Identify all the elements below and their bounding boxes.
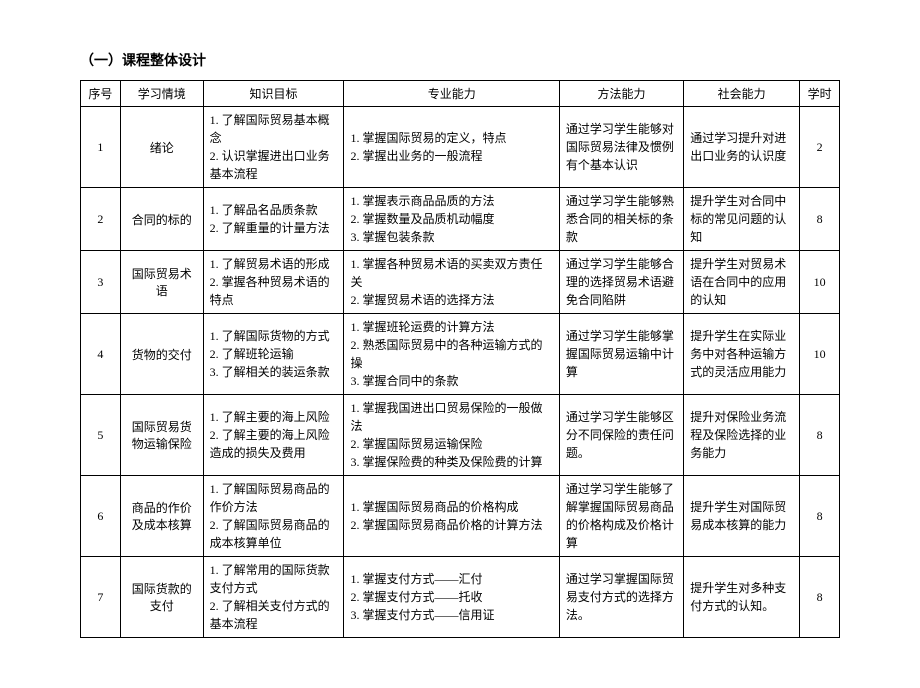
table-row: 5国际贸易货物运输保险1. 了解主要的海上风险2. 了解主要的海上风险造成的损失… (81, 395, 840, 476)
cell-hours: 10 (800, 314, 840, 395)
table-row: 7国际货款的支付1. 了解常用的国际货款支付方式2. 了解相关支付方式的基本流程… (81, 557, 840, 638)
cell-seq: 6 (81, 476, 121, 557)
table-row: 4货物的交付1. 了解国际货物的方式2. 了解班轮运输3. 了解相关的装运条款1… (81, 314, 840, 395)
header-seq: 序号 (81, 81, 121, 107)
cell-method: 通过学习学生能够合理的选择贸易术语避免合同陷阱 (559, 251, 683, 314)
cell-hours: 8 (800, 557, 840, 638)
cell-professional: 1. 掌握表示商品品质的方法2. 掌握数量及品质机动幅度3. 掌握包装条款 (344, 188, 559, 251)
section-title: （一）课程整体设计 (80, 50, 840, 70)
cell-social: 提升学生对国际贸易成本核算的能力 (684, 476, 800, 557)
cell-social: 提升对保险业务流程及保险选择的业务能力 (684, 395, 800, 476)
cell-seq: 3 (81, 251, 121, 314)
cell-hours: 2 (800, 107, 840, 188)
cell-hours: 8 (800, 188, 840, 251)
cell-method: 通过学习学生能够熟悉合同的相关标的条款 (559, 188, 683, 251)
cell-seq: 4 (81, 314, 121, 395)
cell-hours: 8 (800, 395, 840, 476)
cell-seq: 5 (81, 395, 121, 476)
cell-method: 通过学习学生能够对国际贸易法律及惯例有个基本认识 (559, 107, 683, 188)
cell-knowledge: 1. 了解国际贸易基本概念2. 认识掌握进出口业务基本流程 (203, 107, 344, 188)
cell-context: 货物的交付 (120, 314, 203, 395)
cell-social: 提升学生对贸易术语在合同中的应用的认知 (684, 251, 800, 314)
cell-knowledge: 1. 了解贸易术语的形成2. 掌握各种贸易术语的特点 (203, 251, 344, 314)
header-social: 社会能力 (684, 81, 800, 107)
course-design-table: 序号 学习情境 知识目标 专业能力 方法能力 社会能力 学时 1绪论1. 了解国… (80, 80, 840, 638)
cell-seq: 7 (81, 557, 121, 638)
cell-professional: 1. 掌握国际贸易的定义，特点2. 掌握出业务的一般流程 (344, 107, 559, 188)
cell-context: 商品的作价及成本核算 (120, 476, 203, 557)
header-method: 方法能力 (559, 81, 683, 107)
table-row: 6商品的作价及成本核算1. 了解国际贸易商品的作价方法2. 了解国际贸易商品的成… (81, 476, 840, 557)
cell-context: 绪论 (120, 107, 203, 188)
header-hours: 学时 (800, 81, 840, 107)
cell-social: 提升学生对多种支付方式的认知。 (684, 557, 800, 638)
cell-seq: 1 (81, 107, 121, 188)
cell-method: 通过学习掌握国际贸易支付方式的选择方法。 (559, 557, 683, 638)
cell-knowledge: 1. 了解品名品质条款2. 了解重量的计量方法 (203, 188, 344, 251)
cell-hours: 8 (800, 476, 840, 557)
cell-professional: 1. 掌握支付方式——汇付2. 掌握支付方式——托收3. 掌握支付方式——信用证 (344, 557, 559, 638)
cell-social: 提升学生在实际业务中对各种运输方式的灵活应用能力 (684, 314, 800, 395)
cell-hours: 10 (800, 251, 840, 314)
table-row: 3国际贸易术语1. 了解贸易术语的形成2. 掌握各种贸易术语的特点1. 掌握各种… (81, 251, 840, 314)
cell-method: 通过学习学生能够区分不同保险的责任问题。 (559, 395, 683, 476)
cell-knowledge: 1. 了解国际贸易商品的作价方法2. 了解国际贸易商品的成本核算单位 (203, 476, 344, 557)
cell-context: 国际货款的支付 (120, 557, 203, 638)
cell-social: 提升学生对合同中标的常见问题的认知 (684, 188, 800, 251)
cell-seq: 2 (81, 188, 121, 251)
cell-knowledge: 1. 了解常用的国际货款支付方式2. 了解相关支付方式的基本流程 (203, 557, 344, 638)
table-header-row: 序号 学习情境 知识目标 专业能力 方法能力 社会能力 学时 (81, 81, 840, 107)
table-row: 1绪论1. 了解国际贸易基本概念2. 认识掌握进出口业务基本流程1. 掌握国际贸… (81, 107, 840, 188)
table-row: 2合同的标的1. 了解品名品质条款2. 了解重量的计量方法1. 掌握表示商品品质… (81, 188, 840, 251)
cell-knowledge: 1. 了解主要的海上风险2. 了解主要的海上风险造成的损失及费用 (203, 395, 344, 476)
cell-knowledge: 1. 了解国际货物的方式2. 了解班轮运输3. 了解相关的装运条款 (203, 314, 344, 395)
cell-method: 通过学习学生能够了解掌握国际贸易商品的价格构成及价格计算 (559, 476, 683, 557)
cell-professional: 1. 掌握我国进出口贸易保险的一般做法2. 掌握国际贸易运输保险3. 掌握保险费… (344, 395, 559, 476)
cell-professional: 1. 掌握班轮运费的计算方法2. 熟悉国际贸易中的各种运输方式的操3. 掌握合同… (344, 314, 559, 395)
cell-context: 国际贸易术语 (120, 251, 203, 314)
header-professional: 专业能力 (344, 81, 559, 107)
header-knowledge: 知识目标 (203, 81, 344, 107)
cell-context: 合同的标的 (120, 188, 203, 251)
cell-context: 国际贸易货物运输保险 (120, 395, 203, 476)
header-context: 学习情境 (120, 81, 203, 107)
cell-social: 通过学习提升对进出口业务的认识度 (684, 107, 800, 188)
cell-method: 通过学习学生能够掌握国际贸易运输中计算 (559, 314, 683, 395)
cell-professional: 1. 掌握国际贸易商品的价格构成2. 掌握国际贸易商品价格的计算方法 (344, 476, 559, 557)
cell-professional: 1. 掌握各种贸易术语的买卖双方责任关2. 掌握贸易术语的选择方法 (344, 251, 559, 314)
